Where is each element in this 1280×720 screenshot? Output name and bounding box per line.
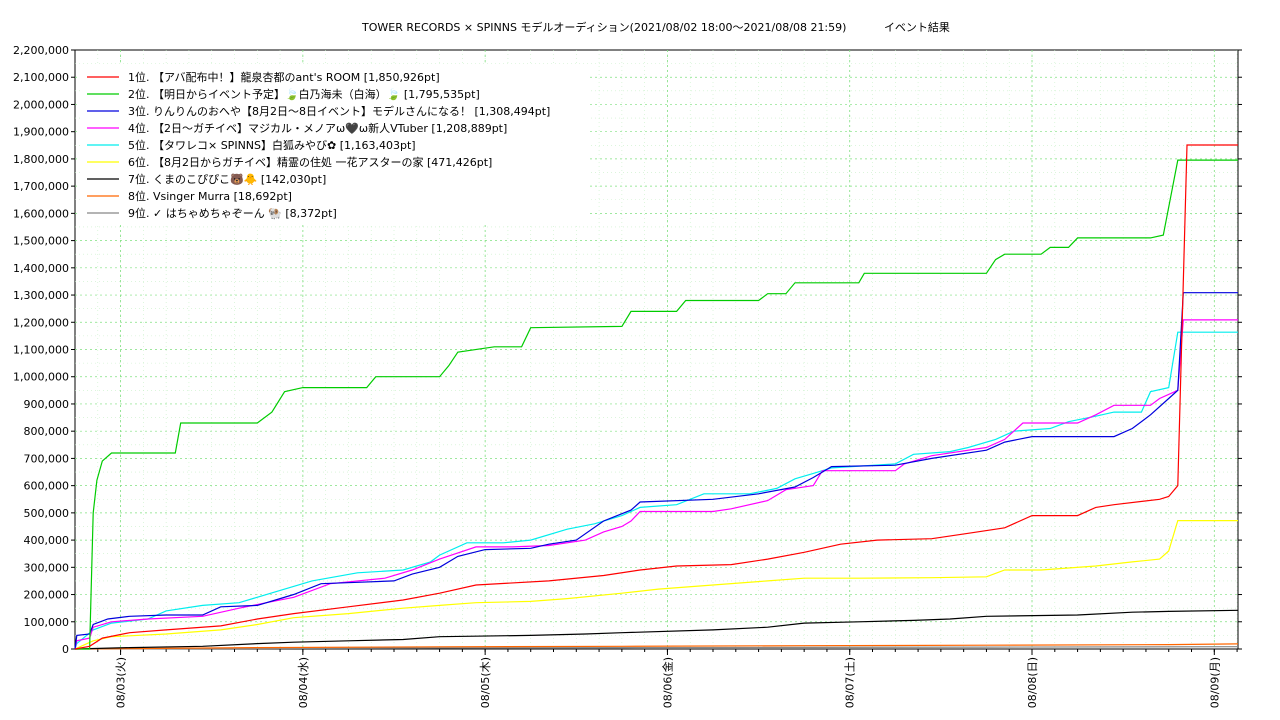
y-tick-label: 1,100,000 xyxy=(13,344,69,357)
chart-subtitle: イベント結果 xyxy=(884,20,950,34)
y-tick-label: 0 xyxy=(62,643,69,656)
series-line xyxy=(74,144,1238,650)
x-axis-ticks: 08/03(火) 08/04(水) 08/05(木) 08/06(金) 08/07(土)… xyxy=(97,649,1238,708)
series-line xyxy=(74,331,1238,650)
x-tick-label: 08/06(金) xyxy=(660,657,674,708)
series-line xyxy=(74,643,1239,650)
y-tick-label: 300,000 xyxy=(24,561,70,574)
y-tick-label: 1,400,000 xyxy=(13,262,69,275)
x-tick-label: 08/07(土) xyxy=(844,657,857,708)
x-tick-label: 08/09(月) xyxy=(1208,657,1221,708)
y-tick-label: 1,000,000 xyxy=(13,371,69,384)
x-tick-label: 08/03(火) xyxy=(115,657,128,708)
y-tick-label: 1,900,000 xyxy=(13,126,69,139)
legend-label: 8位. Vsinger Murra [18,692pt] xyxy=(128,189,292,203)
legend: 1位. 【アバ配布中！】龍泉杏都のant's ROOM [1,850,926pt… xyxy=(80,65,590,225)
legend-label: 5位. 【タワレコ× SPINNS】白狐みやび✿ [1,163,403pt] xyxy=(128,138,416,152)
series-line xyxy=(74,292,1238,650)
y-tick-label: 1,300,000 xyxy=(13,289,69,302)
y-axis-ticks: 0 100,000 200,000 300,000 400,000 500,000 600,… xyxy=(13,44,1242,656)
series-group xyxy=(74,144,1239,650)
chart-title-main: TOWER RECORDS × SPINNS モデルオーディション(2021/0… xyxy=(361,20,846,34)
legend-label: 6位. 【8月2日からガチイベ】精霊の住処 一花アスターの家 [471,426p… xyxy=(128,155,492,169)
x-tick-label: 08/04(水) xyxy=(297,657,310,708)
series-line xyxy=(74,646,1239,650)
y-tick-label: 2,000,000 xyxy=(13,98,69,111)
y-tick-label: 1,800,000 xyxy=(13,153,69,166)
y-tick-label: 900,000 xyxy=(24,398,70,411)
series-line xyxy=(74,609,1239,650)
x-tick-label: 08/05(木) xyxy=(479,657,492,708)
y-tick-label: 600,000 xyxy=(24,480,70,493)
x-tick-label: 08/08(日) xyxy=(1026,657,1039,708)
series-line xyxy=(74,520,1238,650)
legend-box xyxy=(80,65,590,225)
y-tick-label: 800,000 xyxy=(24,425,70,438)
series-line xyxy=(75,159,1238,650)
y-tick-label: 100,000 xyxy=(24,616,70,629)
legend-label: 3位. りんりんのおへや【8月2日〜8日イベント】モデルさんになる！ [1,30… xyxy=(128,104,550,118)
y-tick-label: 1,600,000 xyxy=(13,207,69,220)
legend-label: 9位. ✓ はちゃめちゃぞーん 🐏 [8,372pt] xyxy=(128,206,337,220)
y-tick-label: 700,000 xyxy=(24,452,70,465)
y-tick-label: 1,500,000 xyxy=(13,235,69,248)
y-tick-label: 2,100,000 xyxy=(13,71,69,84)
y-tick-label: 1,700,000 xyxy=(13,180,69,193)
series-line xyxy=(74,319,1238,650)
y-tick-label: 200,000 xyxy=(24,589,70,602)
chart-title: TOWER RECORDS × SPINNS モデルオーディション(2021/0… xyxy=(361,20,950,34)
legend-label: 1位. 【アバ配布中！】龍泉杏都のant's ROOM [1,850,926pt… xyxy=(128,70,440,84)
grid xyxy=(75,50,1238,649)
y-tick-label: 400,000 xyxy=(24,534,70,547)
y-tick-label: 2,200,000 xyxy=(13,44,69,57)
legend-label: 4位. 【2日〜ガチイベ】マジカル・メノアω🖤ω新人VTuber [1,208,… xyxy=(128,121,507,135)
y-tick-label: 500,000 xyxy=(24,507,70,520)
legend-label: 2位. 【明日からイベント予定】🍃白乃海未（白海）🍃 [1,795,535pt] xyxy=(128,87,480,101)
legend-label: 7位. くまのこぴぴこ🐻🐥 [142,030pt] xyxy=(128,172,326,186)
y-tick-label: 1,200,000 xyxy=(13,316,69,329)
